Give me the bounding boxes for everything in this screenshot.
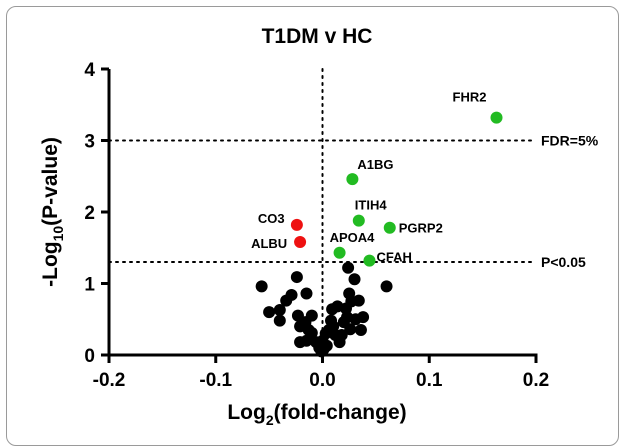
data-point-35 xyxy=(348,273,361,286)
data-point-38 xyxy=(354,323,367,336)
y-tick-label-3: 3 xyxy=(84,132,95,153)
ref-label-0: FDR=5% xyxy=(541,133,599,149)
data-point-41 xyxy=(380,280,393,293)
data-point-7 xyxy=(300,287,313,300)
data-point-1 xyxy=(263,306,276,319)
data-point-0 xyxy=(255,280,268,293)
point-label-cfah: CFAH xyxy=(376,250,411,265)
point-label-fhr2: FHR2 xyxy=(453,90,487,105)
x-tick-label-1: -0.1 xyxy=(199,370,232,391)
point-label-itih4: ITIH4 xyxy=(355,198,388,213)
x-axis-label: Log2(fold-change) xyxy=(227,401,406,428)
x-tick-label-4: 0.2 xyxy=(523,370,549,391)
point-co3 xyxy=(290,218,303,231)
data-point-5 xyxy=(285,288,298,301)
data-point-39 xyxy=(357,311,370,324)
point-apoa4 xyxy=(333,246,346,259)
reference-lines: FDR=5% P<0.05 xyxy=(108,68,599,356)
point-cfah xyxy=(363,254,376,267)
point-albu xyxy=(294,236,307,249)
point-label-co3: CO3 xyxy=(258,211,285,226)
data-point-34 xyxy=(344,323,357,336)
point-pgrp2 xyxy=(383,221,396,234)
data-point-40 xyxy=(342,261,355,274)
data-point-6 xyxy=(290,271,303,284)
data-point-15 xyxy=(305,326,318,339)
data-point-10 xyxy=(305,309,318,322)
data-point-2 xyxy=(273,303,286,316)
axes: 0 1 2 3 4 -0.2 -0.1 0.0 0.1 0.2 xyxy=(84,60,549,391)
y-tick-label-4: 4 xyxy=(84,60,95,81)
point-label-a1bg: A1BG xyxy=(357,157,393,172)
point-label-apoa4: APOA4 xyxy=(330,230,376,245)
x-tick-label-2: 0.0 xyxy=(309,370,335,391)
y-tick-label-0: 0 xyxy=(84,346,95,367)
chart-title: T1DM v HC xyxy=(262,25,373,48)
x-tick-label-3: 0.1 xyxy=(416,370,443,391)
point-label-pgrp2: PGRP2 xyxy=(399,221,443,236)
point-fhr2 xyxy=(490,111,503,124)
y-tick-label-2: 2 xyxy=(84,203,95,224)
data-points xyxy=(255,111,503,358)
point-a1bg xyxy=(346,173,359,186)
point-itih4 xyxy=(352,214,365,227)
data-point-37 xyxy=(352,294,365,307)
data-point-28 xyxy=(335,328,348,341)
data-point-4 xyxy=(273,314,286,327)
volcano-plot: T1DM v HC -Log10(P-value) Log2(fold-chan… xyxy=(39,25,599,428)
point-label-albu: ALBU xyxy=(251,236,287,251)
data-point-43 xyxy=(317,343,330,356)
x-tick-label-0: -0.2 xyxy=(93,370,126,391)
y-axis-label: -Log10(P-value) xyxy=(39,137,66,287)
ref-label-1: P<0.05 xyxy=(541,254,586,270)
y-tick-label-1: 1 xyxy=(84,275,95,296)
